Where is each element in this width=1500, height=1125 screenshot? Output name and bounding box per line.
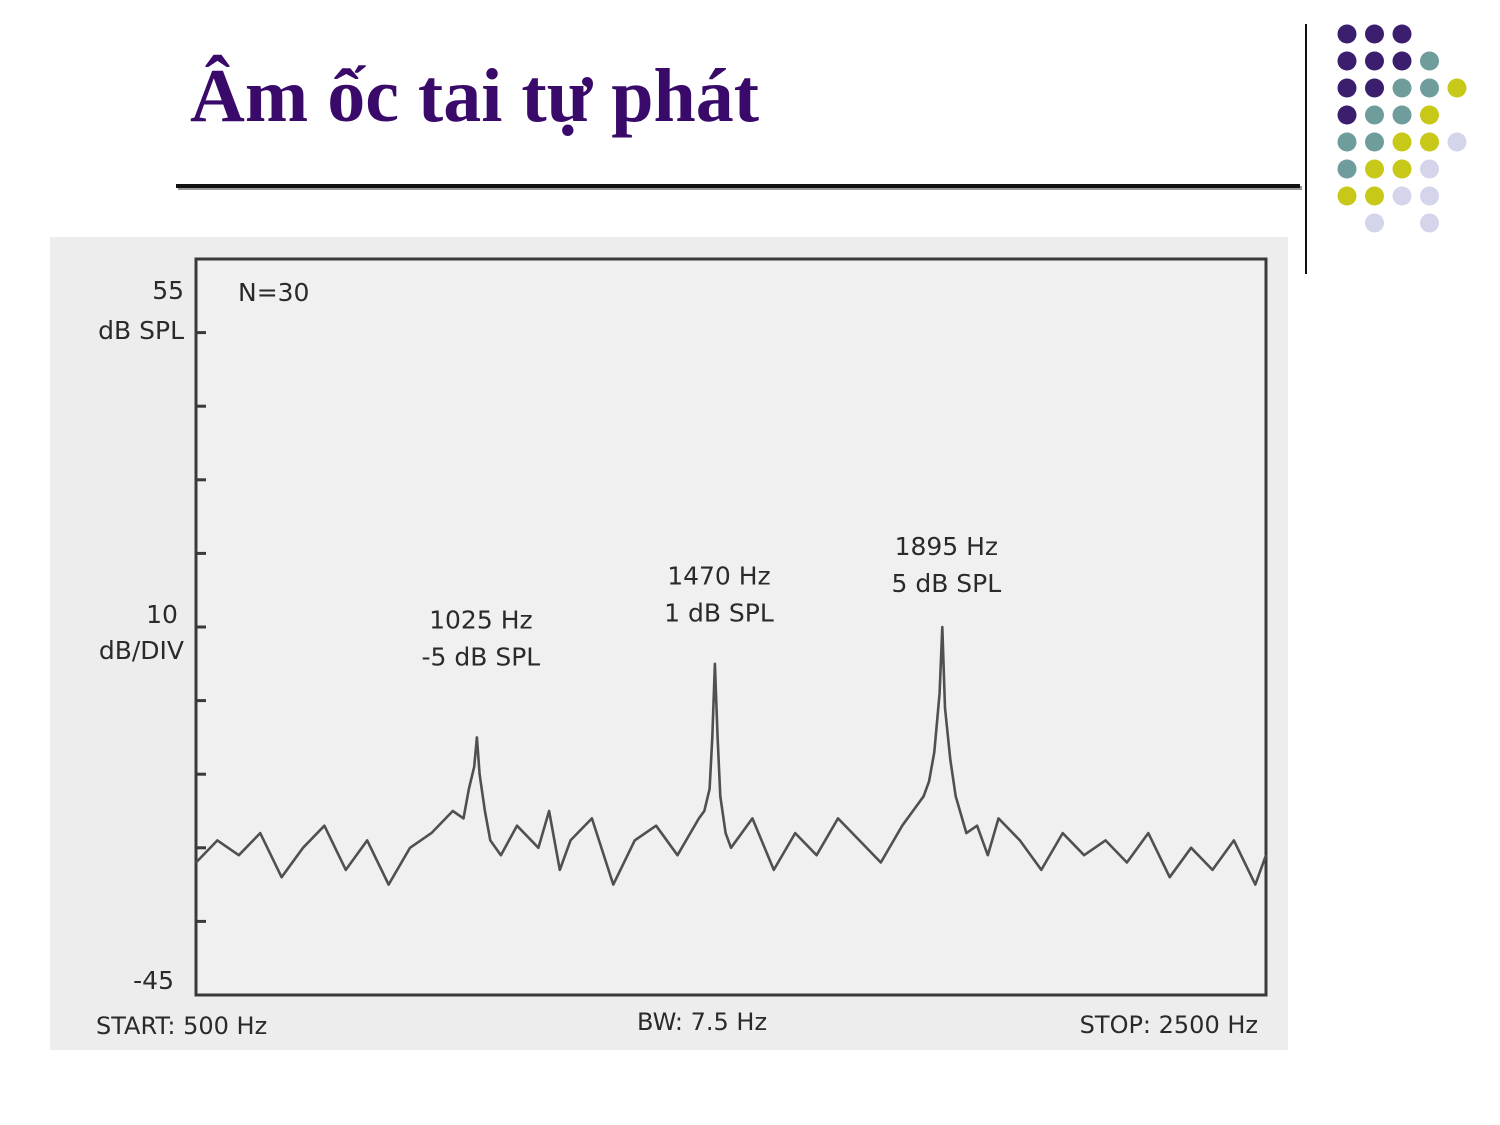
y-max-value: 55 — [152, 276, 184, 305]
decorative-dot — [1420, 186, 1439, 206]
decorative-dot — [1392, 132, 1412, 152]
decorative-dot — [1420, 132, 1439, 152]
decorative-dot — [1365, 51, 1384, 71]
spectrum-trace — [195, 625, 1268, 886]
decorative-dot — [1420, 159, 1439, 179]
decorative-dot — [1337, 24, 1357, 44]
y-axis-ticks — [196, 257, 206, 997]
decorative-dot — [1337, 78, 1357, 98]
sample-size-label: N=30 — [238, 278, 309, 307]
decorative-dot — [1392, 51, 1412, 71]
decorative-dot — [1337, 186, 1357, 206]
peak-3-frequency-label: 1895 Hz — [895, 532, 999, 561]
start-frequency-label: START: 500 Hz — [96, 1012, 267, 1040]
decorative-dot — [1365, 105, 1384, 125]
decorative-dot — [1365, 186, 1384, 206]
bandwidth-label: BW: 7.5 Hz — [637, 1008, 767, 1036]
decorative-dot — [1365, 132, 1384, 152]
decorative-dot — [1420, 78, 1439, 98]
decorative-dot — [1447, 78, 1467, 98]
decorative-dot — [1337, 132, 1357, 152]
decorative-dot — [1337, 105, 1357, 125]
peak-2-level-label: 1 dB SPL — [664, 598, 774, 627]
decorative-dot — [1337, 159, 1357, 179]
title-underline — [176, 184, 1300, 188]
peak-1-level-label: -5 dB SPL — [422, 643, 541, 672]
y-min-value: -45 — [133, 966, 174, 995]
decorative-dot — [1365, 24, 1384, 44]
decorative-dot — [1392, 24, 1412, 44]
spectrum-chart: N=30 55 dB SPL 10 dB/DIV -45 1025 Hz -5 … — [50, 237, 1288, 1050]
decorative-dot — [1365, 78, 1384, 98]
decorative-dot — [1392, 186, 1412, 206]
decorative-dot — [1420, 51, 1439, 71]
peak-3-level-label: 5 dB SPL — [891, 569, 1001, 598]
peak-2-frequency-label: 1470 Hz — [667, 561, 771, 590]
decorative-dot — [1392, 78, 1412, 98]
stop-frequency-label: STOP: 2500 Hz — [1080, 1011, 1258, 1039]
decorative-dot — [1392, 159, 1412, 179]
decorative-dot — [1420, 213, 1439, 233]
plot-frame — [194, 257, 1268, 997]
peak-1-frequency-label: 1025 Hz — [429, 606, 533, 635]
vertical-divider — [1305, 24, 1307, 274]
decorative-dot — [1420, 105, 1439, 125]
y-max-unit: dB SPL — [98, 316, 184, 345]
decorative-dot — [1447, 132, 1467, 152]
decorative-dot — [1392, 105, 1412, 125]
decorative-dot — [1337, 51, 1357, 71]
slide-title: Âm ốc tai tự phát — [190, 54, 760, 138]
y-scale-unit: dB/DIV — [99, 636, 184, 665]
decorative-dot — [1365, 213, 1384, 233]
decorative-dot — [1365, 159, 1384, 179]
y-scale-value: 10 — [146, 600, 178, 629]
